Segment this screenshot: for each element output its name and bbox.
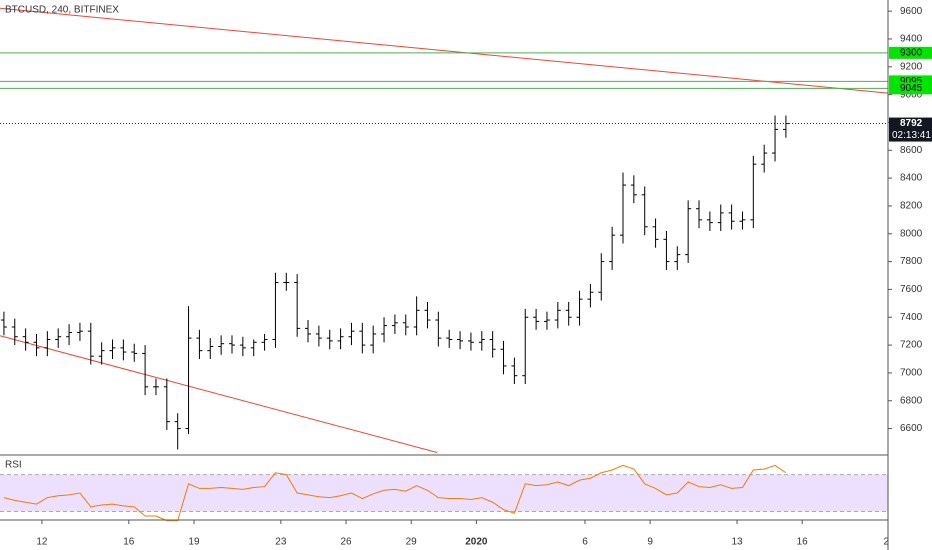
- level-label-bg: [889, 82, 932, 95]
- rsi-title: RSI: [5, 460, 22, 471]
- trend-line: [0, 335, 438, 453]
- y-tick-label: 9400: [900, 34, 923, 45]
- y-tick-label: 7800: [900, 256, 923, 267]
- x-tick-label: 19: [188, 537, 200, 548]
- last-price-bg: [889, 117, 932, 142]
- y-tick-label: 7200: [900, 340, 923, 351]
- x-tick-label: 26: [340, 537, 352, 548]
- countdown: 02:13:41: [892, 130, 931, 141]
- y-tick-label: 6600: [900, 423, 923, 434]
- rsi-band: [0, 474, 888, 512]
- level-label: 9300: [900, 48, 923, 59]
- y-tick-label: 7000: [900, 368, 923, 379]
- x-tick-label: 16: [797, 537, 809, 548]
- x-tick-label: 6: [582, 537, 588, 548]
- trend-line: [0, 7, 888, 94]
- y-tick-label: 8400: [900, 173, 923, 184]
- x-tick-label: 29: [406, 537, 418, 548]
- last-price-label: 8792: [900, 118, 923, 129]
- y-tick-label: 8200: [900, 201, 923, 212]
- price-pane: [0, 7, 888, 453]
- x-tick-label: 23: [275, 537, 287, 548]
- y-tick-label: 9000: [900, 89, 923, 100]
- y-tick-label: 9200: [900, 61, 923, 72]
- y-tick-label: 7600: [900, 284, 923, 295]
- level-label: 9095: [900, 76, 923, 87]
- y-tick-label: 6800: [900, 395, 923, 406]
- y-tick-label: 7400: [900, 312, 923, 323]
- chart-title: BTCUSD, 240, BITFINEX: [5, 5, 119, 16]
- x-tick-label: 9: [647, 537, 653, 548]
- rsi-line: [3, 464, 787, 522]
- y-tick-label: 8600: [900, 145, 923, 156]
- y-tick-label: 9600: [900, 6, 923, 17]
- y-tick-label: 8000: [900, 228, 923, 239]
- x-tick-label: 13: [731, 537, 743, 548]
- x-tick-label: 12: [36, 537, 48, 548]
- level-label: 9045: [900, 83, 923, 94]
- level-label-bg: [889, 46, 932, 59]
- x-tick-label: 2020: [465, 537, 488, 548]
- x-tick-label: 16: [123, 537, 135, 548]
